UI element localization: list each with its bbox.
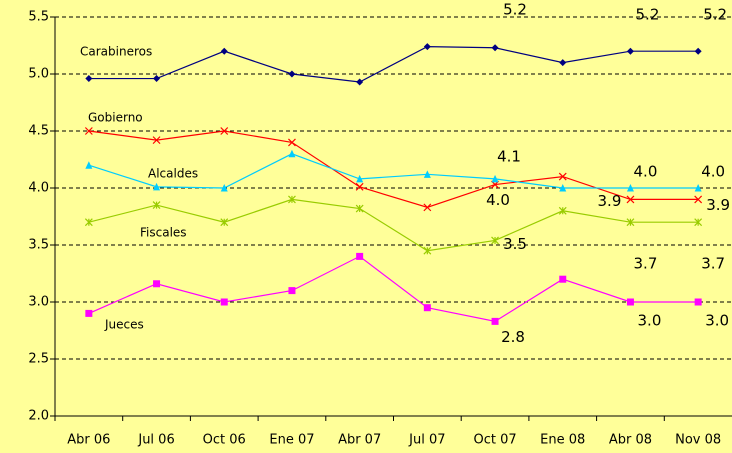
value-label: 3.7 xyxy=(634,255,658,273)
marker xyxy=(694,298,702,306)
series-line xyxy=(88,198,699,252)
y-tick-label: 2.0 xyxy=(28,409,49,424)
marker xyxy=(559,59,567,67)
marker xyxy=(220,184,228,192)
marker xyxy=(491,174,499,183)
y-tick-label: 4.5 xyxy=(28,124,49,139)
y-tick-label: 2.5 xyxy=(28,352,49,367)
value-label: 5.2 xyxy=(503,0,527,18)
marker xyxy=(694,184,702,192)
marker xyxy=(220,47,228,55)
marker xyxy=(85,75,93,83)
series-label: Alcaldes xyxy=(148,167,198,181)
series-label: Gobierno xyxy=(88,111,143,125)
x-tick-label: Nov 08 xyxy=(675,433,721,448)
x-tick-label: Ene 08 xyxy=(540,433,585,448)
marker xyxy=(84,127,93,135)
value-label: 2.8 xyxy=(501,328,525,346)
marker xyxy=(85,309,93,317)
marker xyxy=(355,204,364,213)
x-tick-label: Jul 06 xyxy=(137,433,174,448)
marker xyxy=(626,184,634,192)
marker xyxy=(626,218,635,227)
series-label: Jueces xyxy=(104,318,144,332)
y-tick-label: 3.0 xyxy=(28,295,49,310)
value-label: 4.1 xyxy=(497,147,521,165)
marker xyxy=(694,47,702,55)
value-label: 3.0 xyxy=(705,312,729,330)
marker xyxy=(220,218,229,227)
marker xyxy=(356,78,364,86)
marker xyxy=(423,246,432,255)
marker xyxy=(558,172,567,181)
marker xyxy=(423,170,431,178)
marker xyxy=(559,184,567,192)
marker xyxy=(491,317,499,325)
marker xyxy=(288,195,296,204)
value-label: 4.0 xyxy=(634,163,658,181)
marker xyxy=(152,136,161,145)
marker xyxy=(491,44,499,52)
x-tick-label: Oct 06 xyxy=(203,433,246,448)
marker xyxy=(220,127,229,135)
marker xyxy=(558,206,567,215)
marker xyxy=(85,161,93,169)
marker xyxy=(423,43,431,51)
marker xyxy=(626,195,635,204)
marker xyxy=(153,182,161,191)
marker xyxy=(626,47,634,55)
series-line xyxy=(88,153,699,189)
value-label: 3.9 xyxy=(598,192,622,210)
series-line xyxy=(88,255,699,323)
marker xyxy=(153,75,161,83)
x-tick-label: Abr 07 xyxy=(338,433,381,448)
x-tick-label: Abr 08 xyxy=(609,433,652,448)
marker xyxy=(288,70,296,78)
value-label: 3.0 xyxy=(638,312,662,330)
marker xyxy=(355,182,364,191)
marker xyxy=(220,298,228,306)
value-label: 3.5 xyxy=(503,235,527,253)
series-label: Carabineros xyxy=(80,45,152,59)
value-label: 4.0 xyxy=(486,191,510,209)
marker xyxy=(694,195,703,204)
marker xyxy=(694,218,703,227)
marker xyxy=(152,201,161,210)
y-tick-label: 5.0 xyxy=(28,67,49,82)
marker xyxy=(491,236,499,245)
value-label: 3.9 xyxy=(706,196,730,214)
marker xyxy=(288,287,296,295)
marker xyxy=(288,149,296,158)
y-tick-label: 3.5 xyxy=(28,238,49,253)
value-label: 5.2 xyxy=(636,6,660,24)
marker xyxy=(153,280,161,288)
y-tick-label: 4.0 xyxy=(28,181,49,196)
marker xyxy=(288,138,296,147)
x-tick-label: Ene 07 xyxy=(269,433,314,448)
marker xyxy=(559,275,567,283)
marker xyxy=(423,203,432,212)
x-tick-label: Abr 06 xyxy=(67,433,110,448)
marker xyxy=(423,304,431,312)
x-tick-label: Jul 07 xyxy=(408,433,445,448)
value-label: 4.0 xyxy=(701,163,725,181)
series-label: Fiscales xyxy=(140,226,187,240)
value-label: 3.7 xyxy=(701,255,725,273)
y-tick-label: 5.5 xyxy=(28,10,49,25)
marker xyxy=(626,298,634,306)
marker xyxy=(356,252,364,260)
value-label: 5.2 xyxy=(703,6,727,24)
marker xyxy=(84,218,93,227)
series-line xyxy=(88,46,699,83)
marker xyxy=(356,174,364,183)
x-tick-label: Oct 07 xyxy=(473,433,516,448)
